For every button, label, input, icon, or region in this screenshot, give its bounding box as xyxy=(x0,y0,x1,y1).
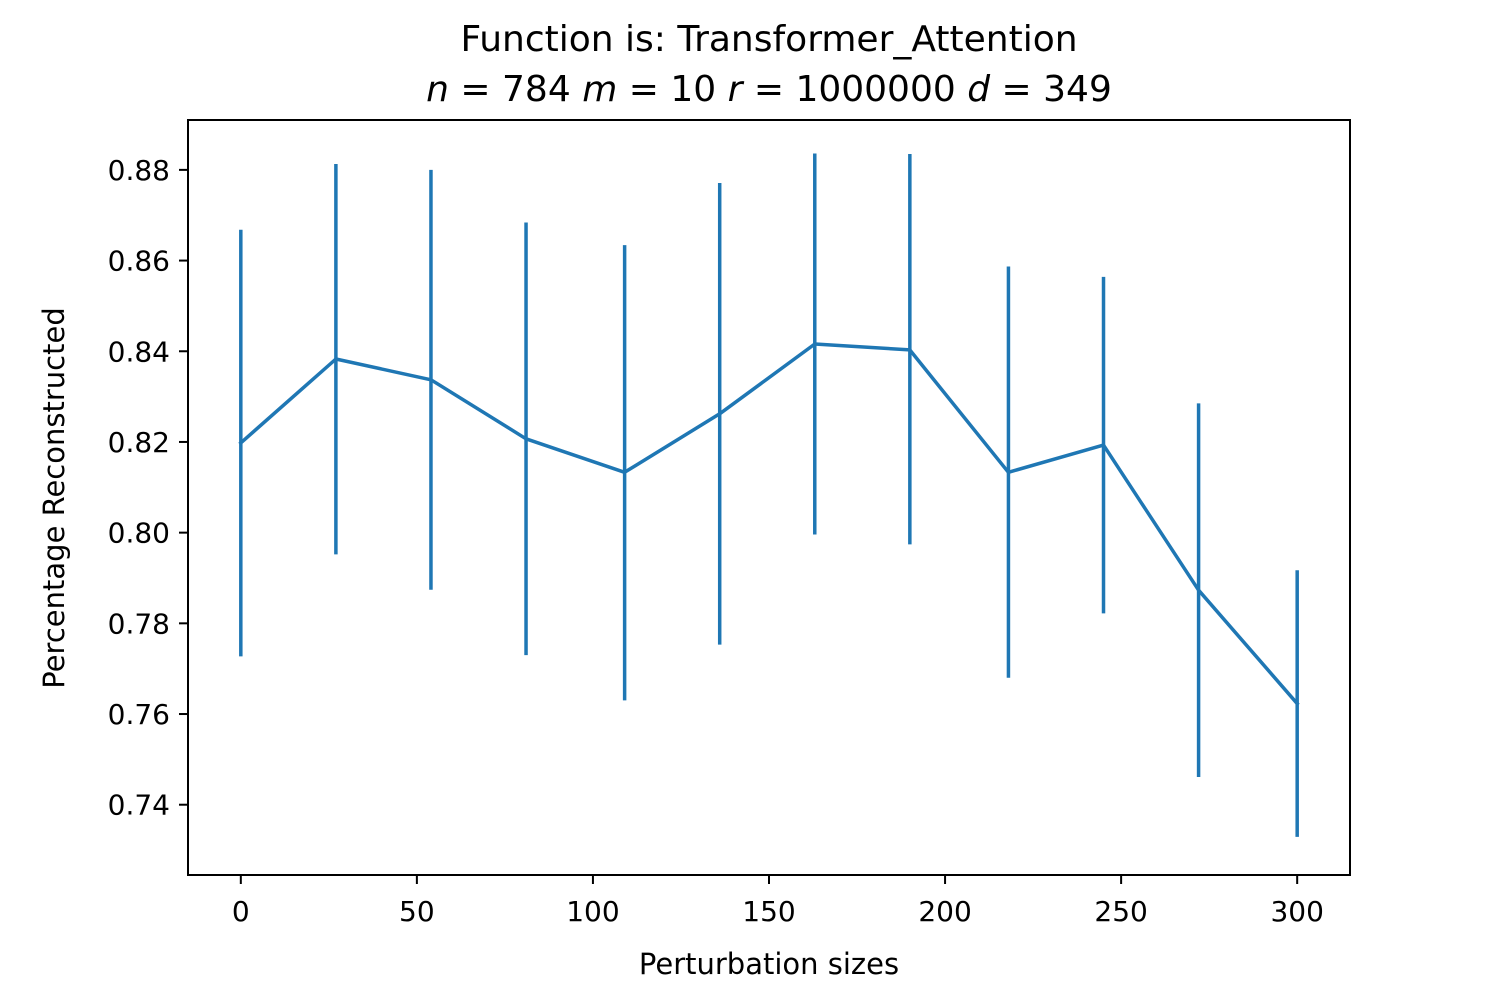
y-tick-label: 0.78 xyxy=(108,607,170,640)
subtitle-part: = 784 xyxy=(449,69,582,110)
y-tick-label: 0.86 xyxy=(108,245,170,278)
y-axis: 0.74 0.76 0.78 0.80 0.82 0.84 0.86 0.88 xyxy=(108,154,188,822)
y-tick-label: 0.84 xyxy=(108,335,170,368)
x-tick-label: 200 xyxy=(918,895,971,928)
x-axis: 0 50 100 150 200 250 300 xyxy=(232,875,1324,928)
subtitle-part: = 10 xyxy=(617,69,727,110)
subtitle-part: = 349 xyxy=(990,69,1112,110)
subtitle-part: d xyxy=(967,69,991,110)
y-tick-label: 0.80 xyxy=(108,517,170,550)
plot-content xyxy=(238,153,1300,837)
y-axis-label: Percentage Reconstructed xyxy=(37,307,71,688)
x-tick-label: 50 xyxy=(399,895,435,928)
y-tick-label: 0.74 xyxy=(108,789,170,822)
y-tick-label: 0.82 xyxy=(108,426,170,459)
subtitle-part: = 1000000 xyxy=(742,69,967,110)
x-tick-label: 250 xyxy=(1094,895,1147,928)
plot-frame xyxy=(187,119,1351,876)
x-tick-label: 0 xyxy=(232,895,250,928)
x-tick-label: 300 xyxy=(1270,895,1323,928)
subtitle-part: n xyxy=(426,69,449,110)
x-tick-label: 150 xyxy=(742,895,795,928)
y-tick-label: 0.88 xyxy=(108,154,170,187)
chart-title: Function is: Transformer_Attention xyxy=(460,19,1077,60)
chart-subtitle: n = 784 m = 10 r = 1000000 d = 349 xyxy=(426,69,1112,110)
series-line xyxy=(238,342,1300,707)
subtitle-part: m xyxy=(582,69,617,110)
x-axis-label: Perturbation sizes xyxy=(639,947,899,981)
subtitle-part: r xyxy=(728,69,745,110)
x-tick-label: 100 xyxy=(566,895,619,928)
y-tick-label: 0.76 xyxy=(108,698,170,731)
